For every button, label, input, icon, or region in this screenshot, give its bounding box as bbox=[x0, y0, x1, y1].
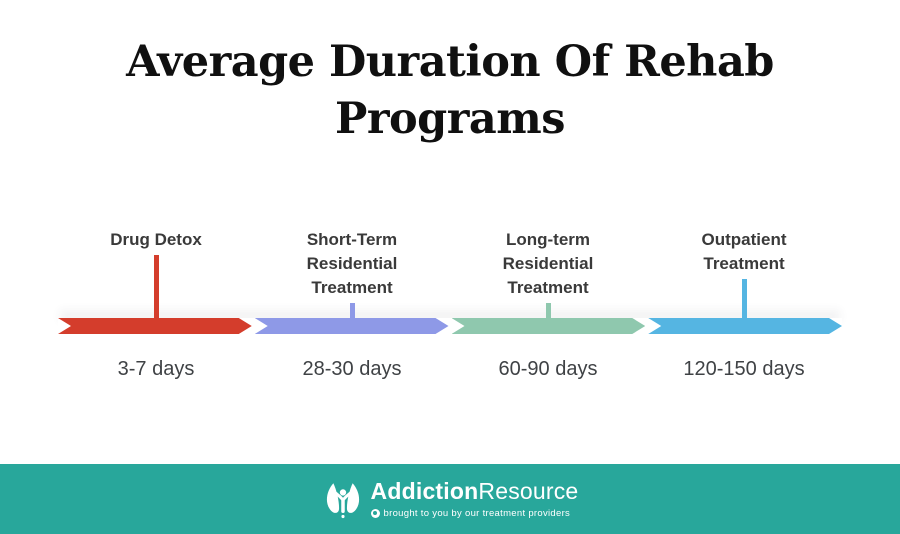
timeline-arrow-row bbox=[58, 318, 842, 334]
page-title: Average Duration Of Rehab Programs bbox=[126, 37, 774, 144]
duration-value: 3-7 days bbox=[117, 358, 195, 380]
brand-text-block: AddictionResource brought to you by our … bbox=[370, 479, 579, 519]
timeline-column-drug-detox: Drug Detox bbox=[58, 228, 254, 318]
segment-label: Long-term Residential Treatment bbox=[502, 230, 594, 298]
segment-label: Outpatient Treatment bbox=[701, 230, 787, 274]
brand-name-regular: Resource bbox=[478, 478, 579, 505]
tick-line bbox=[349, 303, 355, 318]
arrow-segment-short-term bbox=[255, 318, 449, 334]
timeline-labels-row: Drug Detox Short-Term Residential Treatm… bbox=[58, 228, 842, 318]
timeline-column-long-term: Long-term Residential Treatment bbox=[450, 228, 646, 318]
timeline-column-outpatient: Outpatient Treatment bbox=[646, 228, 842, 318]
footer-brand-bar: AddictionResource brought to you by our … bbox=[0, 464, 900, 534]
duration-value: 120-150 days bbox=[683, 358, 805, 380]
brand-name: AddictionResource bbox=[371, 479, 579, 504]
timeline-column-short-term: Short-Term Residential Treatment bbox=[254, 228, 450, 318]
tick-line bbox=[545, 303, 551, 318]
tagline-text: brought to you by our treatment provider… bbox=[383, 507, 571, 519]
rehab-duration-timeline: Drug Detox Short-Term Residential Treatm… bbox=[58, 228, 842, 381]
duration-value: 28-30 days bbox=[302, 358, 402, 380]
duration-value: 60-90 days bbox=[498, 358, 598, 380]
tagline-bullet-icon bbox=[370, 508, 380, 518]
arrow-segment-drug-detox bbox=[58, 318, 252, 334]
segment-label: Short-Term Residential Treatment bbox=[306, 230, 398, 298]
timeline-durations-row: 3-7 days 28-30 days 60-90 days 120-150 d… bbox=[58, 358, 842, 381]
brand-tagline: brought to you by our treatment provider… bbox=[370, 507, 579, 519]
arrow-segment-outpatient bbox=[648, 318, 842, 334]
lotus-person-icon bbox=[326, 483, 359, 519]
brand-name-bold: Addiction bbox=[370, 478, 479, 505]
segment-label: Drug Detox bbox=[110, 230, 202, 249]
tick-line bbox=[741, 279, 747, 318]
brand-lockup: AddictionResource brought to you by our … bbox=[322, 478, 579, 520]
tick-line bbox=[153, 255, 159, 318]
arrow-segment-long-term bbox=[452, 318, 646, 334]
